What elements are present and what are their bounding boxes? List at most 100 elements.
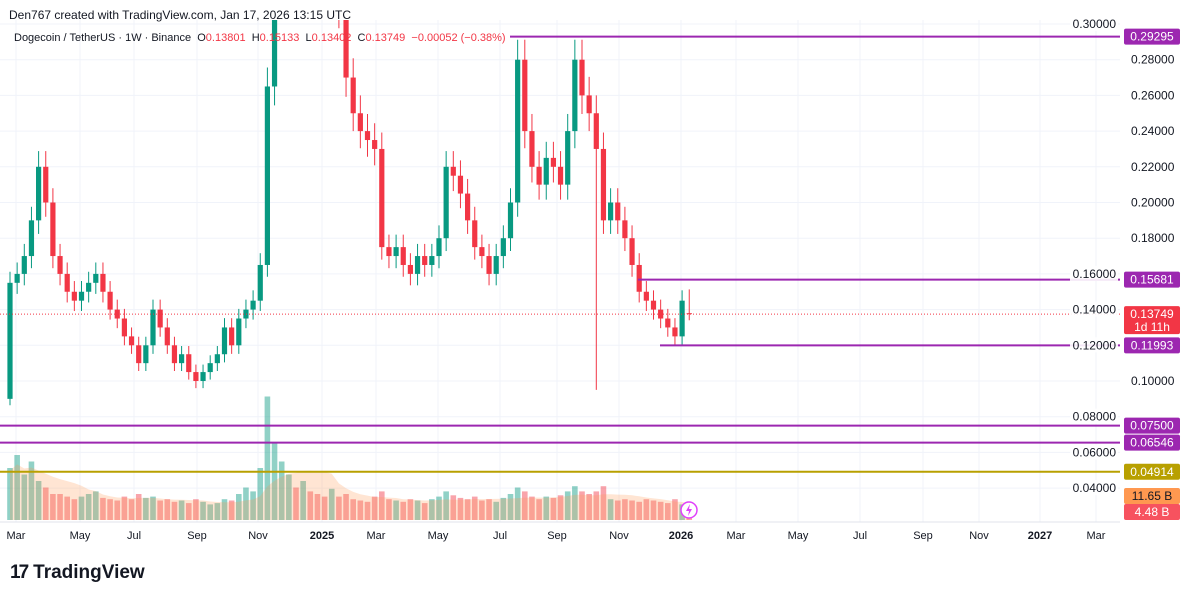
volume-bar (293, 487, 299, 520)
candle-body (550, 157, 556, 167)
price-chart[interactable]: 0.30000 0.28000 0.26000 0.24000 0.22000 0.200… (0, 0, 1200, 548)
volume-bar (421, 503, 428, 520)
close-label: C (357, 32, 366, 44)
candle-body (579, 59, 585, 96)
candle-body (186, 354, 192, 373)
x-axis-tick-label: Sep (547, 530, 567, 542)
volume-bar (221, 499, 228, 520)
candle-body (529, 131, 535, 167)
y-axis-tick-label: 0.12000 (1073, 338, 1117, 352)
candle-body (28, 220, 35, 257)
volume-bar (114, 500, 121, 520)
x-axis-tick-label: May (70, 530, 91, 542)
volume-bar (479, 500, 485, 520)
y-axis-tick-label: 0.04000 (1073, 481, 1117, 495)
candle-body (257, 264, 263, 301)
candle-body (629, 238, 635, 265)
volume-bar (593, 491, 600, 520)
volume-bar (185, 503, 192, 520)
volume-bar (350, 499, 356, 520)
volume-bar (157, 500, 163, 520)
candle-body (686, 313, 692, 315)
candle-body (86, 282, 92, 292)
candle-body (221, 327, 228, 355)
tradingview-logo[interactable]: 17 TradingView (10, 562, 145, 584)
candle-body (608, 202, 614, 221)
candle-body (43, 166, 49, 203)
candle-body (486, 256, 492, 274)
volume-bar (400, 501, 407, 520)
x-axis-tick-label: Mar (1087, 530, 1106, 542)
volume-bar (193, 499, 199, 520)
volume-bar (407, 499, 414, 520)
volume-bar (672, 499, 678, 520)
level-price-tag-bg (1124, 463, 1180, 480)
close-value: 0.13749 (365, 32, 406, 44)
candle-body (429, 256, 435, 265)
candle-body (465, 193, 471, 221)
candle-body (21, 256, 27, 274)
candle-body (229, 327, 235, 346)
volume-bar (600, 486, 607, 520)
x-axis-tick-label: Nov (969, 530, 989, 542)
candle-body (7, 282, 13, 399)
candle-body (157, 309, 163, 328)
plot-area (7, 20, 693, 520)
y-axis-tick-label-bg (1070, 16, 1118, 31)
candle-body (615, 202, 621, 221)
volume-bar (243, 487, 249, 520)
volume-bar (357, 500, 364, 520)
low-label: L (305, 32, 312, 44)
symbol-name[interactable]: Dogecoin / TetherUS · 1W · Binance (14, 32, 192, 44)
y-axis-tick-label: 0.10000 (1131, 374, 1175, 388)
level-price-tag: 0.29295 (1130, 30, 1174, 44)
volume-bar (21, 474, 28, 520)
volume-bar (100, 497, 106, 520)
candle-body (364, 131, 371, 141)
volume-bar (471, 496, 478, 520)
volume-bar (250, 491, 256, 520)
y-axis-tick-label-bg (1070, 265, 1118, 281)
volume-bar (557, 495, 564, 520)
candle-body (572, 59, 578, 132)
volume-bar (500, 497, 507, 520)
volume-bar (85, 494, 92, 520)
y-axis-tick-label: 0.08000 (1073, 410, 1117, 424)
volume-bar (414, 500, 421, 520)
x-axis-tick-label: Mar (367, 530, 386, 542)
candle-body (128, 336, 135, 346)
x-axis-tick-label: Sep (913, 530, 933, 542)
y-axis-tick-label-bg (1070, 480, 1118, 496)
volume-bar (278, 461, 285, 520)
volume-bar (572, 486, 578, 520)
volume-bar (622, 499, 628, 520)
candle-body (214, 354, 220, 364)
candle-body (443, 166, 449, 239)
volume-bar (128, 499, 135, 520)
volume-bar (643, 499, 650, 520)
x-axis-tick-label: May (428, 530, 449, 542)
candle-body (143, 345, 149, 364)
volume-bar (650, 500, 657, 520)
candle-body (407, 264, 413, 274)
y-axis-tick-label: 0.24000 (1131, 124, 1175, 138)
open-label: O (197, 32, 206, 44)
level-price-tag-bg (1124, 434, 1180, 451)
y-axis-tick-label: 0.06000 (1073, 445, 1117, 459)
volume-bar (50, 494, 56, 520)
candle-body (50, 202, 56, 257)
candle-body (71, 291, 77, 301)
candle-body (400, 247, 406, 265)
y-axis-tick-label-bg (1070, 301, 1118, 317)
volume-bar (336, 496, 342, 520)
y-axis-tick-label: 0.28000 (1131, 53, 1175, 67)
volume-bar (42, 487, 49, 520)
symbol-legend: Dogecoin / TetherUS · 1W · Binance O 0.13… (14, 32, 506, 44)
candle-body (493, 256, 499, 274)
volume-bar (486, 499, 492, 520)
candle-body (636, 264, 642, 292)
candle-body (264, 86, 270, 265)
candle-body (543, 157, 549, 185)
candle-body (650, 300, 657, 310)
volume-bar (35, 481, 42, 520)
